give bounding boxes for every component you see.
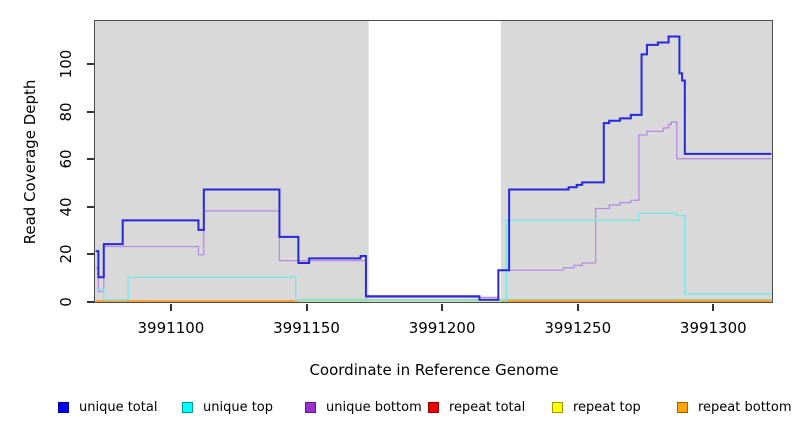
y-tick-label: 40 [57,197,75,217]
legend-item-repeat-total: repeat total [428,398,525,416]
x-tick-mark [441,304,444,311]
legend-label: unique top [203,399,274,415]
legend-swatch-icon [552,401,563,413]
legend-swatch-icon [58,401,69,413]
x-tick-label: 3991150 [273,319,340,337]
x-tick-label: 3991200 [408,319,476,337]
x-tick-mark [169,304,172,311]
x-axis-title: Coordinate in Reference Genome [309,361,559,379]
y-tick-label: 60 [57,149,75,169]
series-unique-top [95,212,772,301]
legend-swatch-icon [305,401,316,413]
y-tick-mark [87,110,94,113]
gap-region-band [368,21,502,302]
legend-label: unique total [79,399,158,415]
legend-label: unique bottom [326,399,422,415]
legend-swatch-icon [182,401,193,413]
y-axis-title: Read Coverage Depth [21,79,39,245]
plot-area [94,20,773,303]
y-tick-label: 80 [57,102,75,122]
y-tick-label: 0 [57,297,75,307]
legend-item-repeat-bottom: repeat bottom [677,398,792,416]
x-tick-label: 3991300 [679,319,747,337]
legend-item-unique-top: unique top [182,398,273,416]
legend-item-unique-total: unique total [58,398,157,416]
y-tick-label: 20 [57,244,75,264]
y-tick-mark [87,253,94,256]
y-tick-mark [87,63,94,65]
y-tick-label: 100 [57,49,75,79]
chart-legend: unique total unique top unique bottom repea… [0,398,792,420]
legend-label: repeat total [449,399,526,415]
x-tick-label: 3991100 [137,319,205,337]
y-tick-mark [87,301,94,303]
series-unique-total [95,35,772,301]
legend-swatch-icon [677,401,688,413]
legend-swatch-icon [428,401,439,413]
x-tick-mark [576,304,579,311]
legend-label: repeat bottom [698,399,792,415]
y-tick-mark [87,205,94,208]
legend-label: repeat top [573,399,641,415]
x-tick-mark [305,304,308,311]
coverage-chart-svg [95,21,772,302]
series-unique-bottom [95,121,772,299]
x-tick-mark [712,304,715,311]
legend-item-unique-bottom: unique bottom [305,398,422,416]
y-tick-mark [87,158,94,161]
legend-item-repeat-top: repeat top [552,398,641,416]
x-tick-label: 3991250 [544,319,612,337]
